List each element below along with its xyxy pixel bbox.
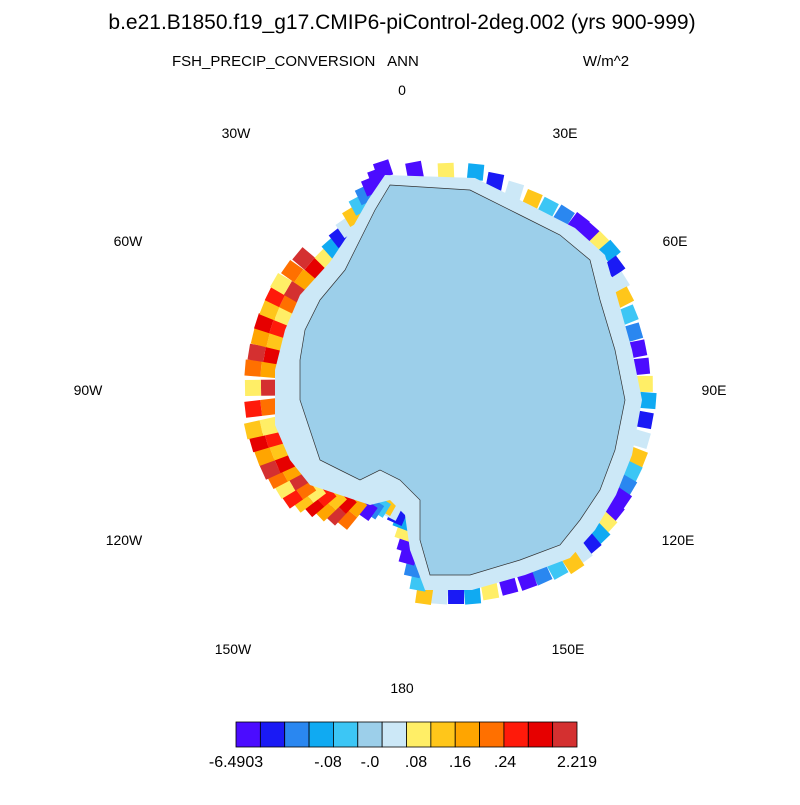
grid-cell (448, 587, 465, 605)
grid-cell (437, 162, 455, 180)
colorbar-label: 2.219 (557, 754, 597, 771)
grid-cell (292, 247, 315, 270)
grid-cell (636, 375, 653, 393)
colorbar: -6.4903 -.08 -.0 .08 .16 .24 2.219 (209, 721, 597, 771)
colorbar-label: .08 (405, 754, 427, 771)
season: ANN (387, 53, 419, 70)
longitude-label: 30E (553, 125, 578, 141)
grid-cell (431, 587, 449, 605)
colorbar-box (308, 721, 334, 748)
grid-cell (244, 379, 262, 397)
longitude-labels: 0 30E 60E 90E 120E 150E 180 150W 120W 90W 60W 30W (74, 82, 727, 696)
colorbar-box (357, 721, 383, 748)
colorbar-box (333, 721, 359, 748)
colorbar-box (527, 721, 554, 748)
grid-cell (244, 400, 263, 418)
longitude-label: 60W (114, 233, 144, 249)
colorbar-box (284, 721, 310, 748)
grid-cell (466, 163, 485, 181)
grid-cell (635, 410, 654, 430)
grid-cell (631, 429, 651, 449)
colorbar-box (259, 721, 286, 748)
colorbar-label: -.08 (314, 754, 342, 771)
grid-cell (260, 379, 278, 396)
longitude-label: 90E (702, 382, 727, 398)
grid-cell (639, 391, 657, 410)
colorbar-box (430, 721, 456, 748)
grid-cell (480, 581, 500, 601)
grid-cell (628, 339, 648, 359)
grid-cell (260, 398, 278, 416)
colorbar-box (503, 721, 529, 748)
colorbar-label: .24 (494, 754, 516, 771)
longitude-label: 30W (222, 125, 252, 141)
grid-cell (243, 420, 264, 440)
grid-cell (260, 360, 278, 379)
grid-cell (247, 343, 266, 363)
units: W/m^2 (583, 53, 629, 70)
grid-cell (270, 273, 292, 295)
longitude-label: 150W (215, 641, 252, 657)
grid-cell (405, 160, 424, 180)
longitude-label: 180 (390, 680, 414, 696)
colorbar-box (235, 721, 261, 748)
longitude-label: 120E (662, 532, 695, 548)
grid-cell (250, 327, 271, 348)
grid-cell (415, 586, 434, 606)
colorbar-label: -6.4903 (209, 754, 263, 771)
variable-name: FSH_PRECIP_CONVERSION (172, 53, 375, 70)
longitude-label: 90W (74, 382, 104, 398)
grid-cell (632, 357, 651, 376)
colorbar-box (406, 721, 432, 748)
colorbar-label: .16 (449, 754, 471, 771)
longitude-label: 150E (552, 641, 585, 657)
longitude-label: 0 (398, 82, 406, 98)
grid-cell (244, 359, 262, 377)
grid-cell (263, 346, 282, 365)
colorbar-label: -.0 (361, 754, 380, 771)
longitude-label: 120W (106, 532, 143, 548)
title: b.e21.B1850.f19_g17.CMIP6-piControl-2deg… (108, 11, 695, 34)
antarctica-interior (299, 184, 626, 576)
longitude-label: 60E (663, 233, 688, 249)
colorbar-box (381, 721, 407, 748)
grid-cell (259, 416, 279, 436)
grid-cell (253, 445, 275, 467)
grid-cell (281, 260, 304, 283)
colorbar-box (454, 721, 480, 748)
colorbar-box (552, 721, 578, 748)
colorbar-box (479, 721, 505, 748)
grid-cell (463, 587, 482, 605)
